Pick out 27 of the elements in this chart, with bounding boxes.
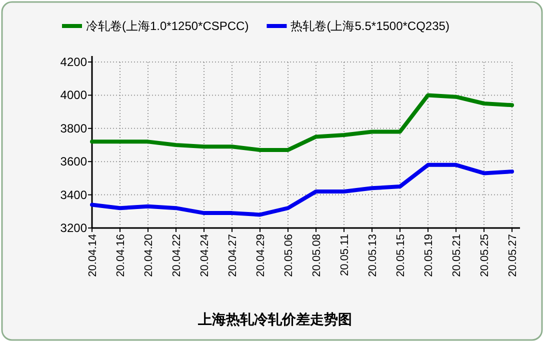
line-series — [90, 93, 514, 152]
x-tick-label: 20.05.27 — [507, 234, 519, 277]
x-tick-label: 20.05.06 — [283, 234, 295, 277]
x-tick-label: 20.04.29 — [255, 234, 267, 277]
x-tick-label: 20.05.15 — [395, 234, 407, 277]
y-tick-label: 3400 — [60, 188, 88, 202]
x-tick-label: 20.04.20 — [143, 234, 155, 277]
y-tick-label: 4000 — [60, 88, 88, 102]
y-tick-label: 4200 — [60, 55, 88, 69]
line-series — [90, 162, 514, 217]
x-tick-label: 20.04.22 — [171, 234, 183, 277]
x-tick-label: 20.04.14 — [87, 234, 99, 277]
x-tick-label: 20.05.19 — [423, 234, 435, 277]
legend-label: 冷轧卷(上海1.0*1250*CSPCC) — [86, 19, 249, 33]
legend-label: 热轧卷(上海5.5*1500*CQ235) — [290, 19, 450, 33]
x-tick-label: 20.05.11 — [339, 234, 351, 276]
x-tick-label: 20.05.25 — [479, 234, 491, 277]
x-tick-label: 20.04.27 — [227, 234, 239, 277]
y-tick-label: 3600 — [60, 154, 88, 169]
y-tick-label: 3200 — [60, 221, 88, 235]
x-tick-label: 20.05.13 — [367, 234, 379, 277]
x-tick-label: 20.04.16 — [115, 234, 127, 277]
text: 上海热轧冷轧价差走势图 — [197, 311, 352, 327]
x-tick-label: 20.05.21 — [451, 234, 463, 277]
x-tick-label: 20.04.24 — [199, 234, 211, 277]
x-tick-label: 20.05.08 — [311, 234, 323, 277]
y-tick-label: 3800 — [60, 121, 88, 136]
